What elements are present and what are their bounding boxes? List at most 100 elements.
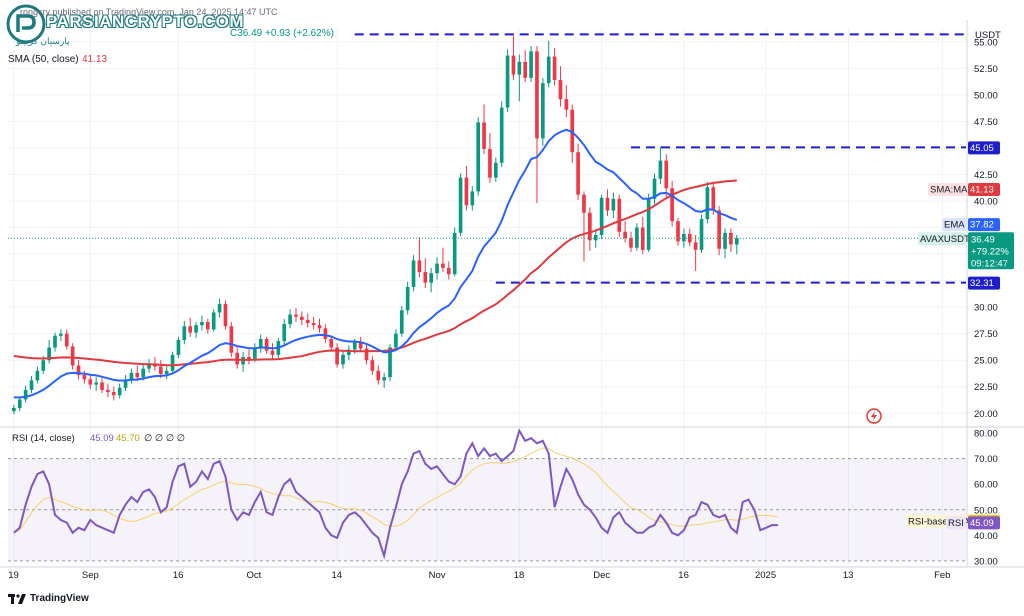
candle-body bbox=[170, 354, 175, 371]
candle-body bbox=[194, 325, 198, 333]
rsi-axis-value: 45.09 bbox=[970, 518, 994, 529]
candle-body bbox=[317, 325, 322, 329]
y-tick-label: 27.50 bbox=[974, 329, 998, 340]
candle-body bbox=[552, 56, 557, 81]
candle-body bbox=[676, 221, 680, 242]
ema-axis-value-bg bbox=[968, 218, 1000, 232]
rsi-axis-name: RSI bbox=[948, 518, 964, 529]
candle-body bbox=[623, 231, 627, 239]
publish-info: rongcry published on TradingView.com, Ja… bbox=[20, 7, 278, 17]
x-tick-label: 16 bbox=[173, 570, 184, 581]
candle-body bbox=[523, 61, 528, 78]
candle-body bbox=[482, 122, 486, 149]
candle-body bbox=[564, 99, 569, 110]
y-tick-label: 50.00 bbox=[974, 90, 998, 101]
candle-body bbox=[35, 370, 40, 381]
candle-body bbox=[94, 382, 98, 385]
price-tag-bg bbox=[968, 232, 1014, 270]
candle-body bbox=[358, 342, 363, 349]
candle-body bbox=[435, 263, 439, 274]
sma-axis-name: SMA:MA bbox=[930, 185, 968, 196]
candle-body bbox=[59, 333, 63, 336]
rsi-title: RSI (14, close) bbox=[12, 433, 75, 444]
rsi-header-ma: 45.70 bbox=[116, 433, 140, 444]
candle-body bbox=[646, 198, 651, 250]
candle-body bbox=[705, 187, 710, 220]
candle-body bbox=[106, 389, 110, 393]
candle-body bbox=[364, 348, 369, 361]
price-tag-change: +79.22% bbox=[971, 246, 1009, 257]
candle-body bbox=[423, 272, 428, 283]
ema-axis-name-bg bbox=[942, 218, 966, 232]
candle-body bbox=[17, 399, 22, 408]
candle-body bbox=[611, 198, 616, 211]
y-tick-label: 22.50 bbox=[974, 382, 998, 393]
candle-body bbox=[223, 303, 228, 327]
candle-body bbox=[541, 83, 545, 139]
rsi-line bbox=[13, 428, 778, 560]
candle-body bbox=[593, 234, 598, 241]
candle-body bbox=[270, 350, 275, 355]
rsi-header-value: 45.09 bbox=[90, 433, 114, 444]
candle-body bbox=[493, 162, 498, 178]
candle-body bbox=[158, 366, 163, 374]
candle-body bbox=[188, 326, 193, 333]
x-tick-label: 14 bbox=[332, 570, 343, 581]
candle-body bbox=[370, 360, 375, 371]
candle-body bbox=[464, 177, 469, 206]
logo-subtitle: پارسیان کریپتو bbox=[16, 36, 70, 46]
site-logo bbox=[6, 4, 46, 49]
tradingview-brand-text: TradingView bbox=[30, 593, 89, 604]
candle-body bbox=[253, 348, 257, 360]
candle-body bbox=[576, 152, 580, 195]
rsi-y-tick-label: 70.00 bbox=[974, 454, 998, 465]
sma-axis-value: 41.13 bbox=[970, 185, 994, 196]
ema-axis-name: EMA bbox=[944, 220, 965, 231]
candle-body bbox=[458, 177, 463, 233]
candle-body bbox=[294, 314, 298, 317]
rsi-y-tick-label: 40.00 bbox=[974, 531, 998, 542]
lightning-icon bbox=[866, 408, 882, 424]
candle-body bbox=[335, 347, 339, 365]
candle-body bbox=[535, 51, 539, 139]
ema-axis-value: 37.82 bbox=[970, 220, 994, 231]
tradingview-brand[interactable]: TradingView bbox=[8, 593, 89, 604]
candle-body bbox=[111, 392, 116, 396]
candle-body bbox=[446, 267, 451, 275]
candle-body bbox=[693, 242, 698, 250]
sma-axis-name-bg bbox=[928, 183, 966, 197]
y-tick-label: 52.50 bbox=[974, 64, 998, 75]
candle-body bbox=[664, 160, 669, 189]
candle-body bbox=[258, 338, 263, 349]
candle-body bbox=[452, 232, 457, 275]
candle-body bbox=[217, 303, 222, 313]
y-tick-label: 47.50 bbox=[974, 117, 998, 128]
candle-body bbox=[347, 349, 351, 355]
sma-legend-value: 41.13 bbox=[82, 54, 108, 65]
candle-body bbox=[288, 314, 292, 325]
candle-body bbox=[476, 122, 481, 192]
ema-line bbox=[13, 128, 738, 399]
rsi-axis-value-bg bbox=[968, 516, 1000, 530]
rsi-ma-axis-name: RSI-based MA bbox=[908, 516, 970, 527]
x-tick-label: Sep bbox=[82, 570, 99, 581]
candle-body bbox=[53, 335, 57, 348]
candle-body bbox=[417, 260, 422, 273]
candle-body bbox=[729, 232, 733, 245]
candle-body bbox=[599, 197, 604, 235]
candle-body bbox=[605, 197, 610, 211]
rsi-y-tick-label: 30.00 bbox=[974, 556, 998, 567]
logo-mark-icon bbox=[6, 4, 46, 44]
rsi-y-tick-label: 60.00 bbox=[974, 480, 998, 491]
candle-body bbox=[64, 333, 69, 347]
candle-body bbox=[723, 232, 727, 249]
candle-body bbox=[558, 80, 563, 100]
candle-body bbox=[117, 387, 122, 396]
candle-body bbox=[311, 323, 316, 326]
candle-body bbox=[206, 321, 210, 330]
sma-legend-label[interactable]: SMA (50, close) bbox=[8, 54, 79, 65]
candle-body bbox=[70, 346, 75, 366]
candle-body bbox=[200, 321, 204, 326]
